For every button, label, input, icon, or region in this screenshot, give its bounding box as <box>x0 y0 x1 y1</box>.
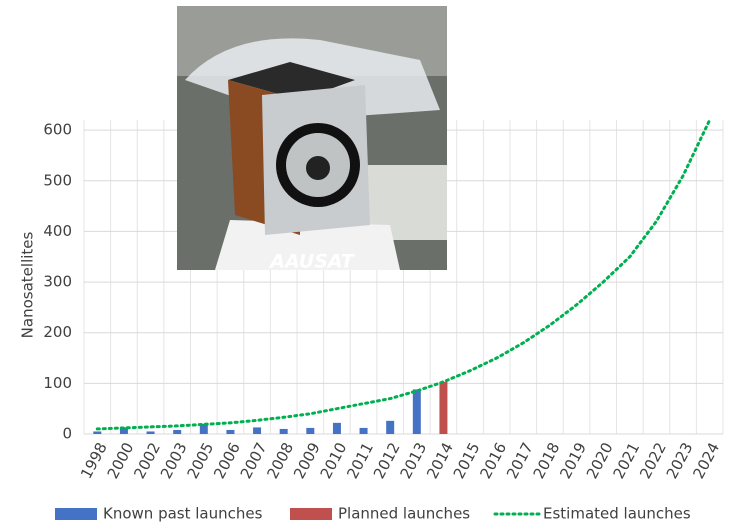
y-tick-label: 100 <box>43 374 72 392</box>
y-tick-label: 500 <box>43 171 72 189</box>
y-tick-label: 200 <box>43 323 72 341</box>
y-tick-label: 400 <box>43 222 72 240</box>
bar <box>333 423 341 434</box>
legend-swatch <box>290 508 332 520</box>
bar <box>413 389 421 434</box>
bar <box>226 430 234 434</box>
y-tick-label: 0 <box>62 425 72 443</box>
legend-label: Known past launches <box>103 505 263 522</box>
photo-caption: AAUSAT <box>268 251 356 273</box>
chart: 0100200300400500600Nanosatellites1998200… <box>0 0 730 522</box>
bar <box>360 428 368 434</box>
photo: AAUSAT <box>177 6 447 273</box>
bar <box>306 428 314 434</box>
legend-label: Planned launches <box>338 505 470 522</box>
bar <box>93 431 101 434</box>
y-tick-label: 300 <box>43 273 72 291</box>
x-tick-label: 2024 <box>689 440 723 482</box>
bar <box>439 382 447 434</box>
bar <box>280 429 288 434</box>
y-axis-label: Nanosatellites <box>19 231 37 338</box>
legend-swatch <box>55 508 97 520</box>
bar <box>147 431 155 434</box>
photo-lens <box>306 156 330 180</box>
legend-label: Estimated launches <box>543 505 691 522</box>
y-tick-label: 600 <box>43 121 72 139</box>
bar <box>386 421 394 434</box>
bar <box>253 427 261 434</box>
bar <box>173 430 181 434</box>
